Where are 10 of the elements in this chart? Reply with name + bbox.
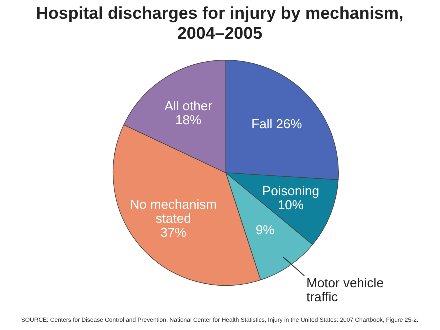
slice-label: Fall 26% — [252, 116, 303, 132]
data-label: 37% — [160, 224, 188, 240]
slice-label: No mechanism stated — [130, 196, 217, 226]
chart-title: Hospital discharges for injury by mechanism, 2004–2005 — [35, 4, 405, 44]
data-label: 18% — [176, 112, 202, 128]
slice-label: All other — [164, 98, 214, 114]
data-label: 9% — [256, 222, 276, 238]
data-label: 10% — [278, 197, 304, 212]
slice-label: Motor vehicle traffic — [306, 276, 384, 305]
slice-label: Poisoning — [262, 183, 320, 198]
